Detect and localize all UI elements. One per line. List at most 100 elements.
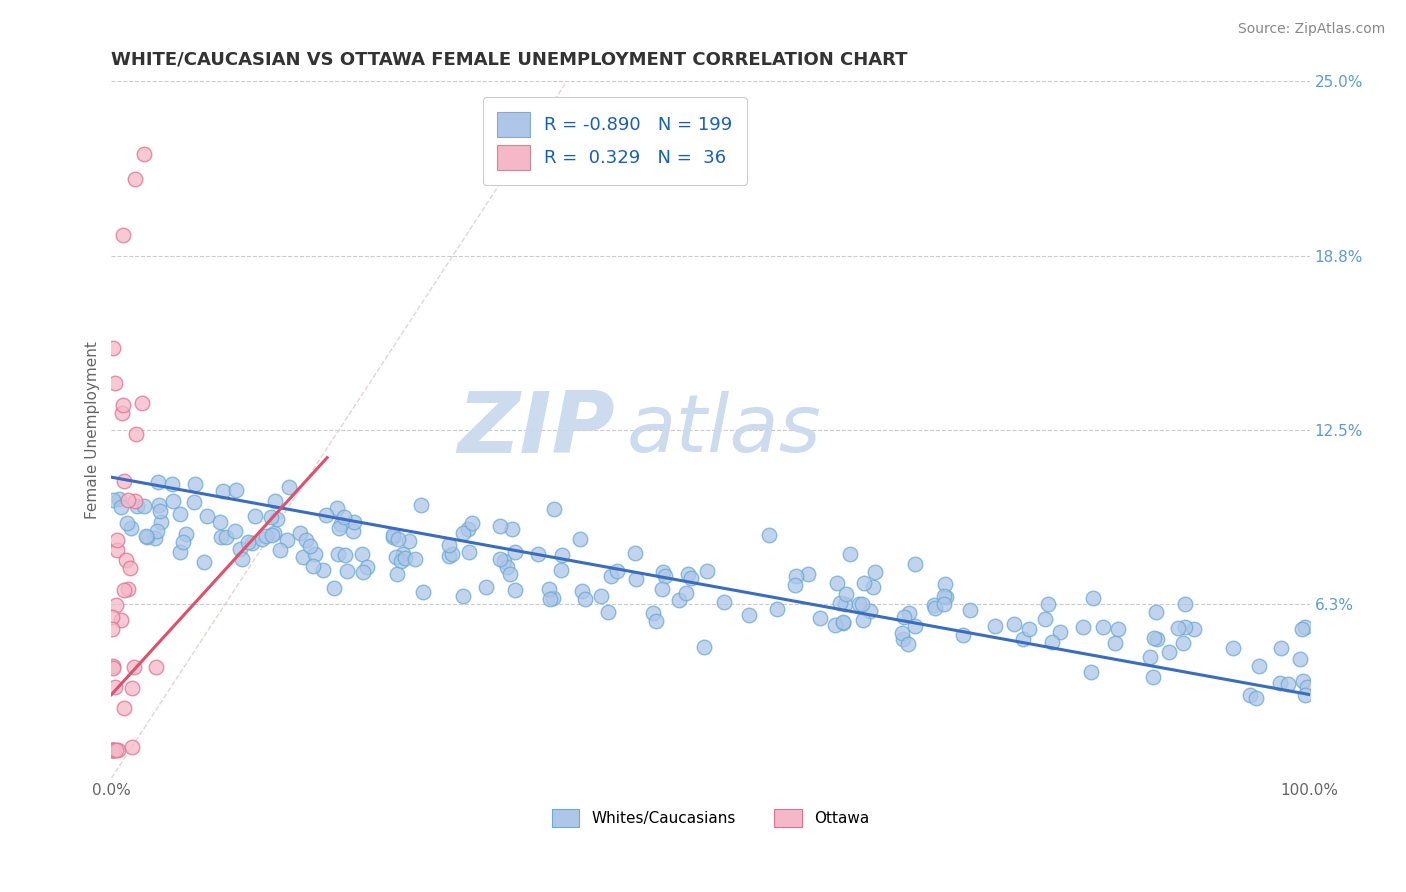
- Point: [108, 492, 131, 507]
- Point: [148, 498, 170, 512]
- Point: [651, 565, 673, 579]
- Point: [696, 565, 718, 579]
- Text: WHITE/CAUCASIAN VS OTTAWA FEMALE UNEMPLOYMENT CORRELATION CHART: WHITE/CAUCASIAN VS OTTAWA FEMALE UNEMPLO…: [111, 51, 908, 69]
- Point: [830, 596, 852, 610]
- Point: [195, 508, 218, 523]
- Point: [489, 551, 512, 566]
- Point: [299, 539, 322, 553]
- Text: atlas: atlas: [627, 391, 821, 469]
- Point: [551, 548, 574, 562]
- Point: [343, 515, 366, 529]
- Point: [952, 628, 974, 642]
- Point: [600, 569, 623, 583]
- Legend: Whites/Caucasians, Ottawa: Whites/Caucasians, Ottawa: [546, 803, 876, 833]
- Point: [550, 563, 572, 577]
- Point: [105, 533, 128, 548]
- Point: [101, 743, 124, 757]
- Point: [1104, 635, 1126, 649]
- Point: [277, 480, 299, 494]
- Point: [451, 526, 474, 541]
- Point: [326, 501, 349, 516]
- Point: [1142, 632, 1164, 646]
- Point: [263, 526, 285, 541]
- Point: [132, 146, 155, 161]
- Point: [437, 538, 460, 552]
- Point: [336, 564, 359, 578]
- Point: [110, 500, 132, 514]
- Point: [269, 543, 291, 558]
- Point: [1139, 650, 1161, 665]
- Point: [1033, 612, 1056, 626]
- Point: [808, 611, 831, 625]
- Point: [568, 532, 591, 546]
- Point: [212, 484, 235, 499]
- Text: ZIP: ZIP: [457, 388, 614, 471]
- Point: [162, 477, 184, 491]
- Point: [107, 743, 129, 757]
- Point: [934, 589, 956, 603]
- Point: [183, 495, 205, 509]
- Point: [236, 535, 259, 549]
- Point: [162, 494, 184, 508]
- Point: [184, 476, 207, 491]
- Point: [891, 632, 914, 646]
- Point: [382, 530, 405, 544]
- Point: [1018, 622, 1040, 636]
- Point: [302, 558, 325, 573]
- Point: [693, 640, 716, 655]
- Point: [1222, 640, 1244, 655]
- Point: [898, 606, 921, 620]
- Point: [193, 555, 215, 569]
- Point: [904, 557, 927, 571]
- Point: [1294, 688, 1316, 702]
- Point: [385, 567, 408, 582]
- Point: [124, 426, 146, 441]
- Point: [851, 598, 873, 612]
- Point: [890, 625, 912, 640]
- Point: [679, 571, 702, 585]
- Point: [1294, 620, 1316, 634]
- Point: [852, 576, 875, 591]
- Point: [623, 546, 645, 560]
- Point: [1289, 652, 1312, 666]
- Point: [122, 660, 145, 674]
- Point: [105, 543, 128, 558]
- Point: [312, 563, 335, 577]
- Point: [501, 522, 523, 536]
- Point: [862, 580, 884, 594]
- Point: [596, 605, 619, 619]
- Point: [169, 508, 191, 522]
- Point: [131, 396, 153, 410]
- Point: [169, 544, 191, 558]
- Point: [574, 591, 596, 606]
- Point: [250, 533, 273, 547]
- Point: [103, 743, 125, 757]
- Point: [1167, 621, 1189, 635]
- Point: [903, 619, 925, 633]
- Point: [101, 342, 124, 356]
- Point: [797, 566, 820, 581]
- Point: [110, 614, 132, 628]
- Point: [503, 583, 526, 598]
- Point: [117, 582, 139, 596]
- Point: [114, 553, 136, 567]
- Point: [496, 560, 519, 574]
- Point: [1296, 680, 1319, 694]
- Point: [1244, 691, 1267, 706]
- Point: [499, 567, 522, 582]
- Point: [394, 550, 416, 565]
- Point: [489, 518, 512, 533]
- Point: [328, 521, 350, 535]
- Point: [350, 547, 373, 561]
- Point: [254, 529, 277, 543]
- Point: [1247, 659, 1270, 673]
- Point: [1012, 632, 1035, 646]
- Point: [758, 528, 780, 542]
- Point: [124, 172, 146, 186]
- Point: [172, 535, 194, 549]
- Point: [654, 569, 676, 583]
- Point: [1083, 591, 1105, 606]
- Point: [100, 609, 122, 624]
- Point: [441, 547, 464, 561]
- Point: [503, 545, 526, 559]
